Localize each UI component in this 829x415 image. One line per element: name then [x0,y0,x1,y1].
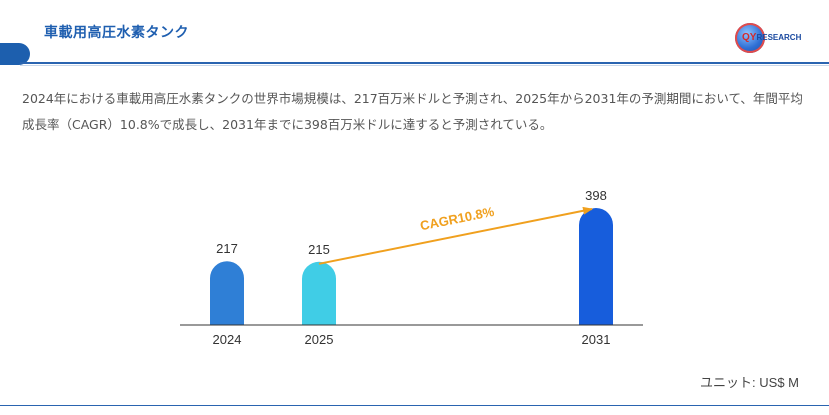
category-label-2024: 2024 [213,332,242,347]
bar-2031 [579,208,613,325]
cagr-arrow [318,206,593,265]
value-label-2024: 217 [216,241,238,256]
bar-2024 [210,261,244,325]
market-description: 2024年における車載用高圧水素タンクの世界市場規模は、217百万米ドルと予測さ… [22,91,803,132]
header-divider [20,62,829,64]
header: 車載用高圧水素タンク QYRESEARCH [0,0,829,70]
globe-icon [735,23,765,53]
logo-text: QYRESEARCH [742,32,802,43]
category-label-2031: 2031 [582,332,611,347]
bar-2025 [302,261,336,325]
value-label-2025: 215 [308,242,330,257]
header-divider-thin [20,65,829,66]
header-accent-tab [0,43,30,65]
cagr-label: CAGR10.8% [419,204,496,234]
footer-divider [0,405,829,406]
page-title: 車載用高圧水素タンク [44,25,189,41]
value-label-2031: 398 [585,188,607,203]
unit-label: ユニット: US$ M [700,375,799,390]
qyresearch-logo: QYRESEARCH [733,22,825,58]
category-label-2025: 2025 [305,332,334,347]
